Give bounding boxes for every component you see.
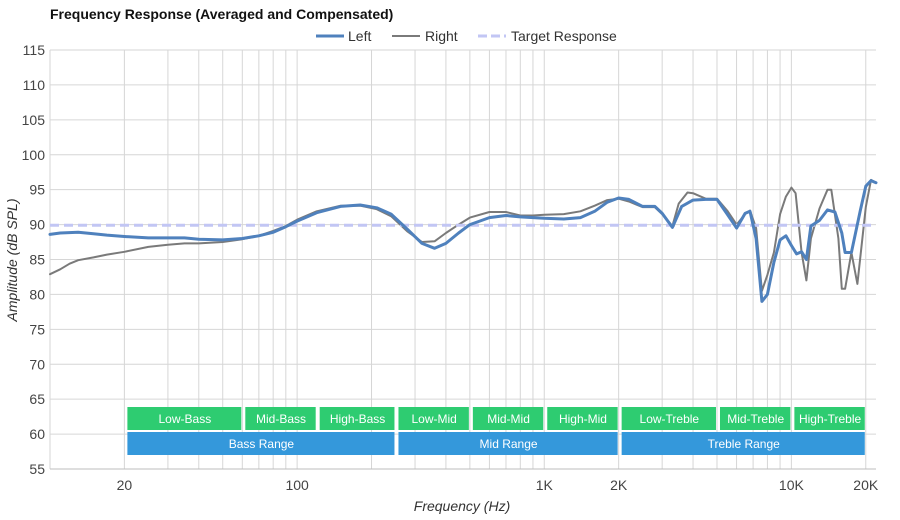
series-lines bbox=[48, 178, 878, 303]
band-rect bbox=[794, 407, 865, 430]
band-label: Low-Bass bbox=[159, 412, 212, 426]
legend: Left Right Target Response bbox=[316, 28, 617, 44]
band-label: Low-Mid bbox=[411, 412, 456, 426]
x-axis-label: Frequency (Hz) bbox=[414, 498, 510, 514]
y-tick-label: 110 bbox=[23, 77, 46, 93]
legend-label: Left bbox=[348, 28, 371, 44]
legend-label: Right bbox=[425, 28, 458, 44]
band-rect bbox=[547, 407, 618, 430]
x-axis-ticks: 20 100 1K 2K 10K 20K bbox=[117, 477, 879, 493]
band-rect bbox=[621, 432, 865, 455]
y-tick-label: 85 bbox=[29, 252, 45, 268]
band-label: Mid-Bass bbox=[256, 412, 306, 426]
x-tick-label: 100 bbox=[285, 477, 309, 493]
band-label: High-Bass bbox=[330, 412, 385, 426]
series-line-right bbox=[49, 178, 877, 292]
y-tick-label: 100 bbox=[22, 147, 46, 163]
y-axis-label: Amplitude (dB SPL) bbox=[4, 199, 20, 323]
y-axis-ticks: 55 60 65 70 75 80 85 90 95 100 105 110 115 bbox=[22, 42, 46, 477]
y-tick-label: 65 bbox=[29, 391, 45, 407]
band-label: Mid-Treble bbox=[727, 412, 784, 426]
band-rect bbox=[319, 407, 395, 430]
x-tick-label: 20 bbox=[117, 477, 133, 493]
band-label: Low-Treble bbox=[640, 412, 700, 426]
band-rect bbox=[127, 432, 395, 455]
grid bbox=[49, 49, 876, 470]
x-tick-label: 2K bbox=[610, 477, 628, 493]
band-label: Treble Range bbox=[708, 437, 781, 451]
x-tick-label: 10K bbox=[779, 477, 805, 493]
band-rect bbox=[621, 407, 716, 430]
y-tick-label: 115 bbox=[23, 42, 46, 58]
band-rect bbox=[127, 407, 242, 430]
band-label: Mid Range bbox=[480, 437, 538, 451]
y-tick-label: 55 bbox=[29, 461, 45, 477]
band-rect bbox=[398, 432, 618, 455]
range-bands: Low-Bass Mid-Bass High-Bass Low-Mid Mid-Mid H… bbox=[127, 407, 865, 455]
band-label: High-Treble bbox=[799, 412, 862, 426]
series-line-left bbox=[48, 179, 878, 303]
band-rect bbox=[398, 407, 469, 430]
band-label: Bass Range bbox=[229, 437, 295, 451]
x-tick-label: 20K bbox=[853, 477, 879, 493]
y-tick-label: 70 bbox=[29, 356, 45, 372]
x-tick-label: 1K bbox=[536, 477, 554, 493]
band-label: Mid-Mid bbox=[487, 412, 530, 426]
y-tick-label: 75 bbox=[29, 321, 45, 337]
y-tick-label: 80 bbox=[29, 286, 45, 302]
band-label: High-Mid bbox=[559, 412, 607, 426]
y-tick-label: 90 bbox=[29, 217, 45, 233]
y-tick-label: 105 bbox=[22, 112, 46, 128]
chart-title: Frequency Response (Averaged and Compens… bbox=[50, 6, 393, 22]
y-tick-label: 95 bbox=[29, 182, 45, 198]
legend-label: Target Response bbox=[511, 28, 617, 44]
band-rect bbox=[719, 407, 791, 430]
y-tick-label: 60 bbox=[29, 426, 45, 442]
band-rect bbox=[245, 407, 316, 430]
band-rect bbox=[472, 407, 544, 430]
